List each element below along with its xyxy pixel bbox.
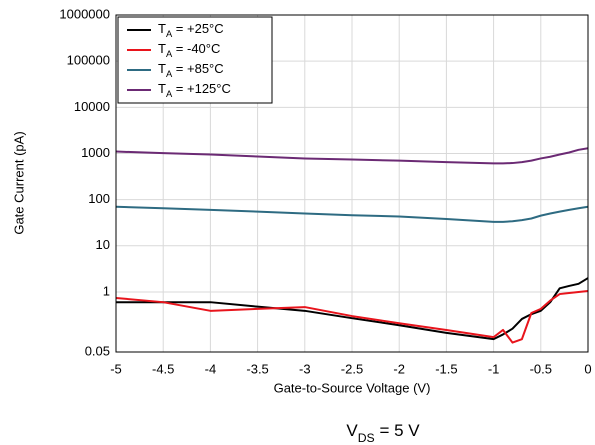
legend-box [117,16,273,104]
series-line [115,289,589,344]
y-tick-label: 100 [88,191,110,206]
x-tick-label: -0.5 [530,361,552,376]
x-axis-label: Gate-to-Source Voltage (V) [274,380,431,395]
lines [115,147,589,344]
legend-label: TA = -40°C [158,41,220,59]
legend: TA = +25°C TA = -40°C TA = +85°C TA = +125°… [117,16,273,104]
x-tick-label: -5 [110,361,122,376]
series-line [115,205,589,223]
series-line [116,277,589,341]
x-tick-label: 0 [584,361,591,376]
annotation: VDS = 5 V [346,421,420,445]
x-tick-label: -1 [488,361,500,376]
legend-label: TA = +85°C [158,61,224,79]
y-tick-label: 1000000 [59,6,110,21]
series-line [115,147,589,165]
y-tick-label: 0.05 [85,343,110,358]
x-tick-label: -4.5 [152,361,174,376]
y-axis-label: Gate Current (pA) [11,131,26,234]
y-tick-label: 10000 [74,99,110,114]
y-tick-label: 1000 [81,145,110,160]
x-tick-label: -1.5 [435,361,457,376]
x-tick-label: -3.5 [246,361,268,376]
y-tick-label: 1 [103,283,110,298]
x-tick-label: -2.5 [341,361,363,376]
y-tick-label: 100000 [67,53,110,68]
legend-label: TA = +125°C [158,81,231,99]
y-tick-label: 10 [96,237,110,252]
plot-frame [115,14,589,353]
x-tick-label: -4 [205,361,217,376]
x-tick-label: -2 [393,361,405,376]
legend-label: TA = +25°C [158,21,224,39]
x-tick-label: -3 [299,361,311,376]
